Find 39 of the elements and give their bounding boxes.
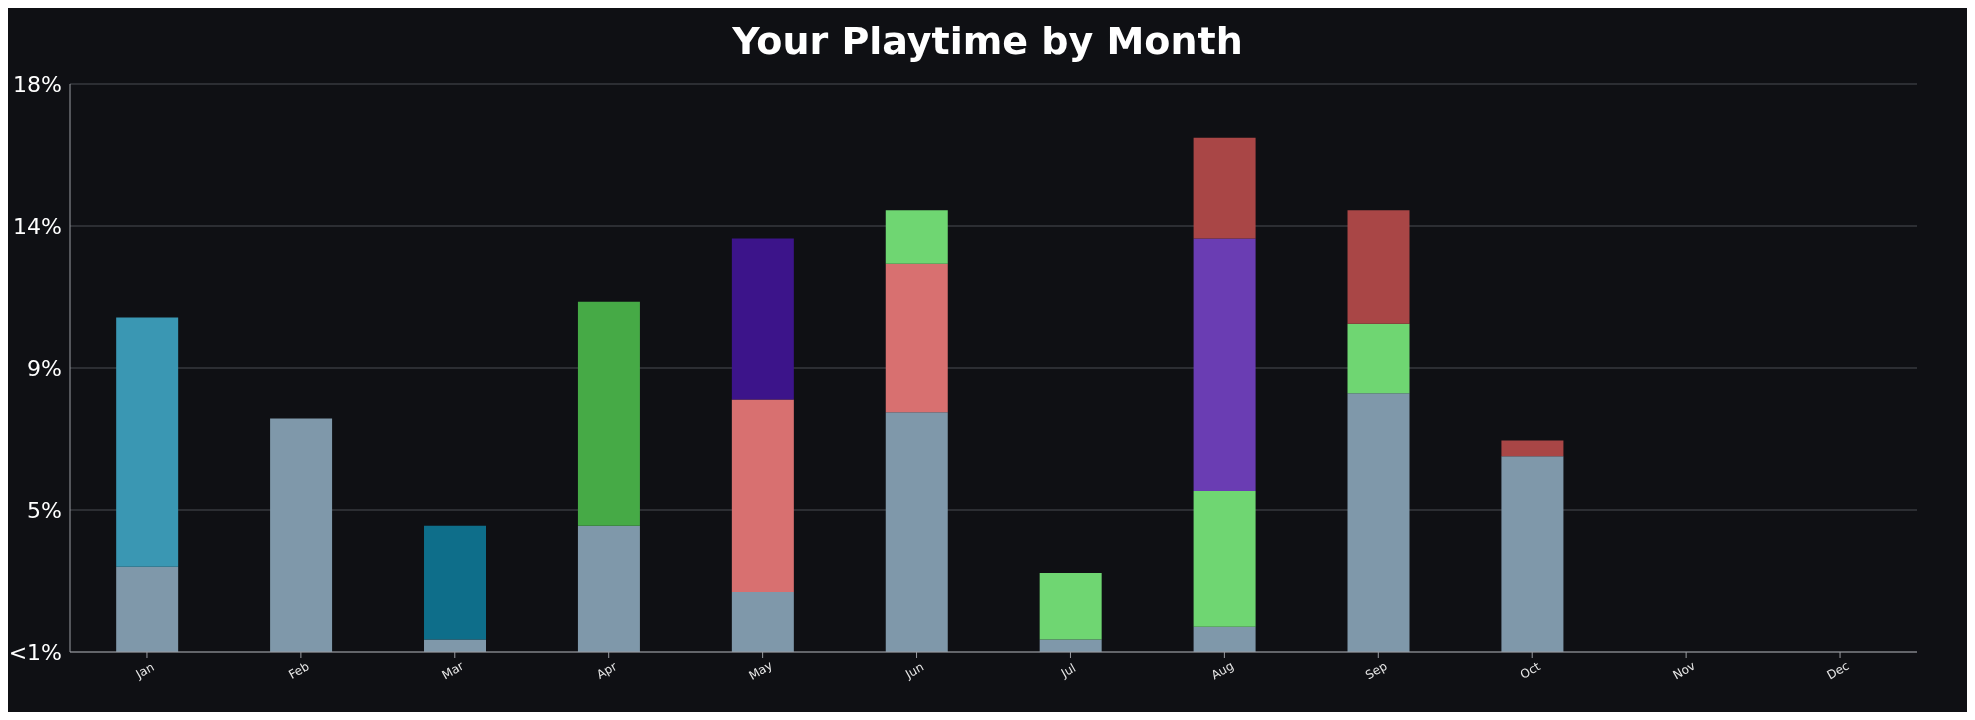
bar	[885, 412, 948, 652]
x-tick-label: Oct	[1517, 659, 1543, 682]
bar	[1347, 393, 1410, 652]
x-tick-label: May	[746, 658, 775, 683]
x-tick-label: Feb	[286, 659, 312, 682]
bar	[270, 418, 333, 652]
x-tick-label: Apr	[594, 659, 620, 682]
y-tick-label: 9%	[27, 355, 62, 381]
y-tick-label: 14%	[13, 213, 62, 239]
x-tick-label: Jun	[902, 659, 927, 682]
y-tick-label: <1%	[8, 639, 62, 665]
bar	[1193, 238, 1256, 492]
bar	[1501, 456, 1564, 652]
y-tick-label: 5%	[27, 497, 62, 523]
bar	[731, 399, 794, 593]
y-tick-label: 18%	[13, 71, 62, 97]
bar	[577, 525, 640, 652]
bar	[1039, 639, 1102, 652]
x-tick-label: Dec	[1824, 658, 1852, 683]
x-tick-label: Sep	[1362, 658, 1390, 683]
bar	[1193, 626, 1256, 652]
bar	[424, 525, 487, 640]
bar	[731, 238, 794, 400]
bar	[1193, 137, 1256, 239]
bar	[116, 317, 179, 567]
x-tick-label: Mar	[439, 658, 467, 683]
bar	[116, 566, 179, 652]
x-tick-label: Aug	[1208, 658, 1237, 683]
x-tick-label: Jan	[132, 659, 157, 682]
bar	[424, 639, 487, 652]
bar	[1193, 491, 1256, 627]
x-tick-label: Jul	[1057, 660, 1079, 681]
chart-title: Your Playtime by Month	[732, 19, 1243, 63]
x-tick-label: Nov	[1670, 658, 1698, 683]
bar	[577, 301, 640, 526]
bar	[885, 263, 948, 413]
bar	[1347, 323, 1410, 394]
bar	[1039, 573, 1102, 640]
bar	[731, 592, 794, 652]
